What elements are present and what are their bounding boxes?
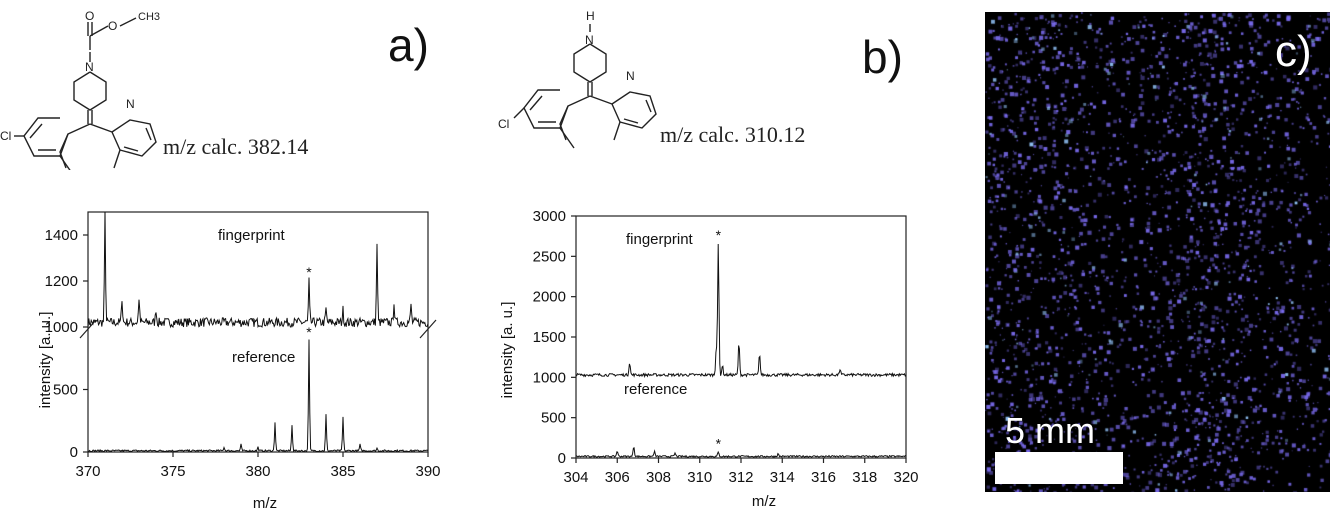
molecule-a: O O CH3 N N Cl <box>0 9 160 170</box>
y-tick-label: 3000 <box>533 208 566 225</box>
peak-marker: * <box>306 264 312 280</box>
x-tick-label: 314 <box>770 469 795 486</box>
ms-image <box>985 12 1330 492</box>
series-fingerprint <box>88 212 428 329</box>
calc-mass-a: m/z calc. 382.14 <box>163 134 309 159</box>
x-tick-label: 370 <box>75 463 100 480</box>
panel-letter-c: c) <box>1275 27 1312 76</box>
y-tick-label: 500 <box>541 410 566 427</box>
y-tick-label: 1500 <box>533 329 566 346</box>
series-reference <box>576 447 906 458</box>
spectrum-chart-a: 0 500 1000 1200 1400 370 375 380 385 390 * * intens… <box>37 211 441 512</box>
x-tick-label: 390 <box>415 463 440 480</box>
x-tick-label: 306 <box>605 469 630 486</box>
atom-chlorine: Cl <box>498 117 509 131</box>
x-tick-label: 375 <box>160 463 185 480</box>
spectrum-chart-b: 0 500 1000 1500 2000 2500 3000 304 306 308 310 312 3… <box>499 208 919 510</box>
series-fingerprint <box>576 243 906 379</box>
peak-marker: * <box>716 435 722 451</box>
molecule-b: H N N Cl <box>498 9 657 149</box>
scale-bar <box>995 452 1123 484</box>
atom-ester-o: O <box>108 19 117 33</box>
y-tick-label: 1400 <box>45 227 78 244</box>
annotation-reference: reference <box>232 349 295 366</box>
series-reference <box>88 339 428 452</box>
annotation-fingerprint: fingerprint <box>218 227 286 244</box>
annotation-reference: reference <box>624 381 687 398</box>
atom-piperidine-n: N <box>585 33 594 47</box>
calc-mass-b: m/z calc. 310.12 <box>660 122 806 147</box>
y-tick-label: 1000 <box>45 319 78 336</box>
y-tick-label: 0 <box>70 444 78 461</box>
x-axis-label: m/z <box>752 493 776 510</box>
atom-chlorine: Cl <box>0 129 11 143</box>
panel-letter-b: b) <box>862 31 903 83</box>
x-tick-label: 304 <box>563 469 588 486</box>
y-tick-label: 2000 <box>533 289 566 306</box>
scale-bar-label: 5 mm <box>1005 410 1095 451</box>
peak-marker: * <box>716 227 722 243</box>
x-tick-label: 320 <box>893 469 918 486</box>
x-axis-label: m/z <box>253 495 277 512</box>
x-tick-label: 310 <box>687 469 712 486</box>
y-tick-label: 1200 <box>45 273 78 290</box>
atom-pyridine-n: N <box>626 69 635 83</box>
y-axis-label: intensity [a. u.] <box>499 302 516 399</box>
panel-letter-a: a) <box>388 19 429 71</box>
x-tick-label: 308 <box>646 469 671 486</box>
atom-pyridine-n: N <box>126 97 135 111</box>
atom-ethyl: CH3 <box>138 11 160 23</box>
annotation-fingerprint: fingerprint <box>626 231 694 248</box>
peak-marker: * <box>306 324 312 340</box>
axis-break-right <box>419 319 437 339</box>
y-axis-label: intensity [a. u.] <box>37 312 54 409</box>
y-tick-label: 1000 <box>533 369 566 386</box>
x-tick-label: 385 <box>330 463 355 480</box>
x-tick-label: 316 <box>811 469 836 486</box>
x-tick-label: 312 <box>728 469 753 486</box>
atom-piperidine-n: N <box>85 60 94 74</box>
ms-image-panel: c) 5 mm <box>985 12 1330 492</box>
y-tick-label: 0 <box>558 450 566 467</box>
x-tick-label: 380 <box>245 463 270 480</box>
x-tick-label: 318 <box>852 469 877 486</box>
plot-frame <box>575 215 907 459</box>
y-tick-label: 500 <box>53 382 78 399</box>
atom-carbonyl-o: O <box>85 9 94 23</box>
y-tick-label: 2500 <box>533 248 566 265</box>
atom-nh-h: H <box>586 9 595 23</box>
